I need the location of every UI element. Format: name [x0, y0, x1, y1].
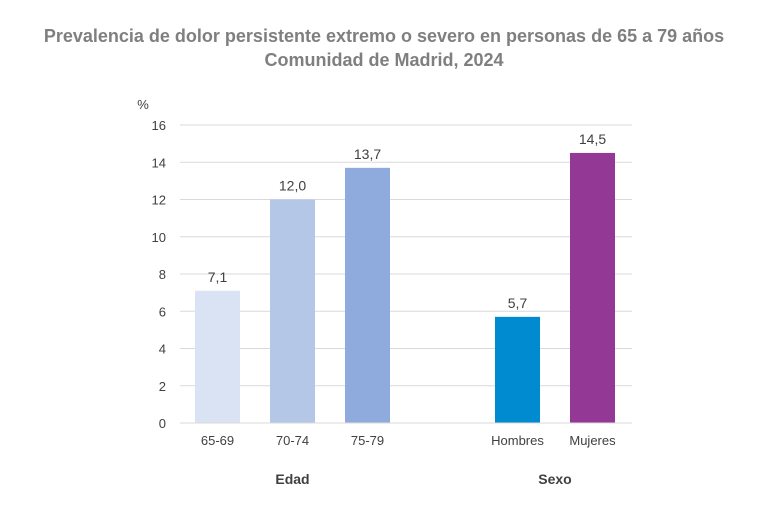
bar-75-79 [345, 167, 390, 423]
x-tick-label: Hombres [491, 433, 544, 448]
bar-70-74 [270, 199, 315, 423]
group-label-edad: Edad [275, 471, 309, 487]
chart-title: Prevalencia de dolor persistente extremo… [43, 26, 725, 46]
x-axis: 65-69 70-74 75-79 Hombres Mujeres [180, 422, 632, 448]
chart-subtitle: Comunidad de Madrid, 2024 [264, 50, 504, 70]
group-label-sexo: Sexo [538, 471, 571, 487]
x-tick-label: 75-79 [351, 433, 384, 448]
y-tick-label: 12 [152, 193, 166, 208]
data-label: 14,5 [579, 131, 606, 147]
y-tick-label: 4 [159, 342, 166, 357]
bar-mujeres [570, 152, 615, 423]
bar-65-69 [195, 290, 240, 423]
data-label: 12,0 [279, 178, 306, 194]
x-tick-label: 65-69 [201, 433, 234, 448]
x-tick-label: Mujeres [569, 433, 616, 448]
bar-hombres [495, 316, 540, 423]
data-label: 5,7 [508, 295, 528, 311]
y-tick-label: 0 [159, 416, 166, 431]
y-tick-label: 14 [152, 155, 166, 170]
data-label: 13,7 [354, 146, 381, 162]
y-tick-label: 10 [152, 230, 166, 245]
y-tick-label: 16 [152, 118, 166, 133]
y-axis: % 0 2 4 6 8 10 12 14 16 [137, 97, 166, 431]
y-tick-label: 6 [159, 304, 166, 319]
y-tick-label: 8 [159, 267, 166, 282]
group-labels: Edad Sexo [275, 471, 571, 487]
gridlines [180, 124, 632, 387]
data-label: 7,1 [208, 269, 228, 285]
bars: 7,1 12,0 13,7 5,7 14,5 [195, 131, 615, 423]
y-tick-label: 2 [159, 379, 166, 394]
y-axis-label: % [137, 97, 149, 112]
x-tick-label: 70-74 [276, 433, 309, 448]
chart-title-block: Prevalencia de dolor persistente extremo… [0, 24, 768, 72]
